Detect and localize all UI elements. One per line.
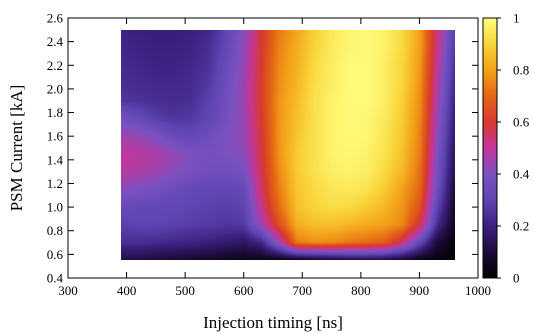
y-tick-label: 0.6 [47, 247, 64, 262]
heatmap-image-container [120, 29, 455, 260]
colorbar-tick-label: 1 [513, 11, 520, 26]
y-tick-label: 2.4 [47, 34, 64, 49]
colorbar-tick-label: 0 [513, 271, 520, 286]
y-tick-label: 2.2 [47, 58, 63, 73]
colorbar-tick-label: 0.6 [513, 115, 530, 130]
x-tick-label: 700 [293, 283, 313, 298]
x-axis-ticks: 300 400 500 600 700 800 900 1000 [58, 18, 491, 298]
x-tick-label: 900 [410, 283, 430, 298]
x-tick-label: 500 [175, 283, 195, 298]
heatmap-image [120, 29, 455, 260]
y-tick-label: 2.0 [47, 81, 63, 96]
x-axis-label: Injection timing [ns] [203, 313, 343, 332]
y-tick-label: 2.6 [47, 11, 64, 26]
colorbar-tick-label: 0.2 [513, 219, 529, 234]
y-tick-label: 0.8 [47, 223, 63, 238]
x-tick-label: 400 [117, 283, 137, 298]
plot-frame [67, 17, 479, 279]
colorbar-scale [482, 17, 498, 279]
y-tick-label: 1.4 [47, 152, 64, 167]
colorbar-ticks: 0 0.2 0.4 0.6 0.8 1 [497, 11, 530, 286]
y-axis-ticks: 0.4 0.6 0.8 1.0 1.2 1.4 1.6 1.8 2.0 2.2 2.4 2.6 [47, 11, 478, 286]
x-tick-label: 1000 [465, 283, 491, 298]
y-tick-label: 1.8 [47, 105, 63, 120]
y-tick-label: 1.0 [47, 200, 63, 215]
x-tick-label: 600 [234, 283, 254, 298]
y-axis-label: PSM Current [kA] [7, 85, 26, 212]
y-tick-label: 1.2 [47, 176, 63, 191]
y-tick-label: 1.6 [47, 129, 64, 144]
colorbar-tick-label: 0.4 [513, 167, 530, 182]
heatmap-plot: 300 400 500 600 700 800 900 1000 0.4 0.6 0.8 1.0 1.… [7, 11, 491, 333]
y-tick-label: 0.4 [47, 271, 64, 286]
colorbar-tick-label: 0.8 [513, 63, 529, 78]
colorbar: 0 0.2 0.4 0.6 0.8 1 [482, 11, 530, 286]
x-tick-label: 300 [58, 283, 78, 298]
x-tick-label: 800 [351, 283, 371, 298]
